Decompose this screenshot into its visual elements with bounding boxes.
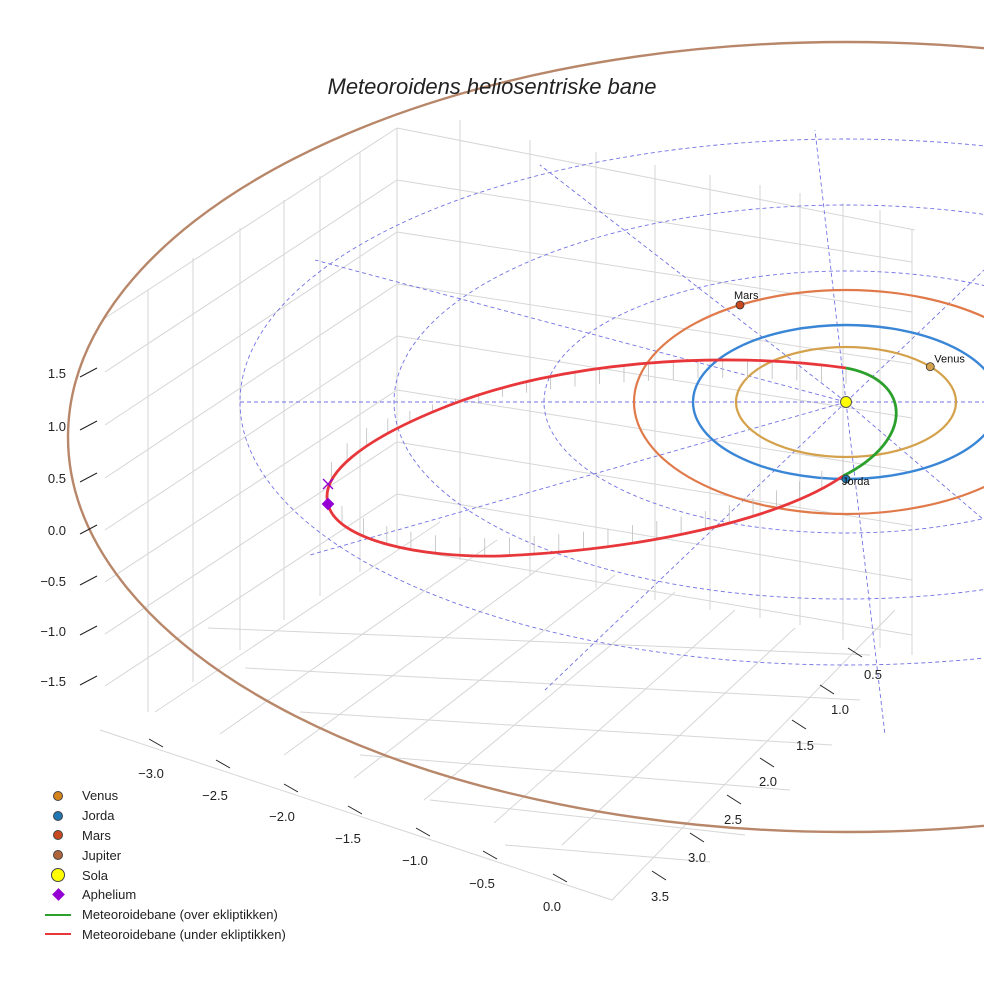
y-tick [726,794,742,805]
y-tick-label: 2.0 [759,774,777,789]
legend-item: Venus [40,786,286,806]
legend-item: Jorda [40,806,286,826]
z-tick-label: 1.0 [48,419,66,434]
z-tick-label: −1.0 [40,624,66,639]
jorda-marker [841,474,851,484]
meteoroid-orbit-above-ecliptic [842,366,898,478]
legend-item: Meteoroidebane (under ekliptikken) [40,925,286,945]
x-tick-label: 0.0 [543,899,561,914]
y-tick [651,870,667,881]
meteoroid-drop-lines [327,359,847,557]
venus-orbit [734,345,958,459]
aphelium-projection-x-2 [322,478,334,490]
aphelium-marker [321,497,335,511]
x-tick [283,783,299,793]
x-tick [215,759,231,769]
z-tick-label: 0.0 [48,523,66,538]
z-tick [79,472,98,483]
legend-label: Aphelium [82,887,137,903]
y-tick-label: 1.0 [831,702,849,717]
jorda-label: Jorda [842,476,870,488]
z-tick [79,367,98,378]
x-tick-label: −0.5 [469,876,495,891]
legend-item: Sola [40,865,286,885]
legend-symbol [40,810,76,821]
sun-marker [840,396,852,408]
legend-symbol [40,850,76,861]
legend-label: Venus [82,788,119,804]
legend-symbol [40,830,76,841]
legend-item: Jupiter [40,845,286,865]
mars-label: Mars [734,290,759,302]
y-tick-label: 3.0 [688,850,706,865]
y-tick [759,757,775,768]
meteoroid-orbit-below-ecliptic [325,358,847,558]
z-tick [79,675,98,686]
x-tick [482,850,498,860]
y-tick-label: 3.5 [651,889,669,904]
legend-label: Sola [82,867,109,883]
legend-label: Jorda [82,808,115,824]
z-tick [79,575,98,586]
legend-item: Aphelium [40,885,286,905]
venus-marker [925,362,935,372]
y-tick [847,647,863,658]
legend-symbol [40,913,76,916]
z-tick-label: 1.5 [48,366,66,381]
x-tick-label: −2.0 [269,809,295,824]
y-tick-label: 2.5 [724,812,742,827]
mars-orbit [632,288,984,516]
x-tick-label: −1.5 [335,831,361,846]
legend-symbol [40,933,76,936]
y-tick-label: 1.5 [796,738,814,753]
legend: Venus Jorda Mars Jupiter Sola Aphelium Meteoro… [40,786,286,944]
chart-title: Meteoroidens heliosentriske bane [327,74,657,99]
x-tick [552,873,568,883]
ecliptic-reference-grid [239,129,984,736]
z-tick [79,524,98,535]
x-tick [148,738,164,748]
legend-symbol [40,888,76,902]
x-tick-label: −1.0 [402,853,428,868]
legend-label: Jupiter [82,847,122,863]
z-tick [79,625,98,636]
z-tick-label: −0.5 [40,574,66,589]
venus-label: Venus [934,354,965,366]
y-tick [689,832,705,843]
legend-label: Meteoroidebane (under ekliptikken) [82,926,286,942]
z-tick-label: 0.5 [48,471,66,486]
x-tick-label: −2.5 [202,788,228,803]
x-tick [347,805,363,815]
y-tick-label: 0.5 [864,667,882,682]
legend-label: Mars [82,827,111,843]
jupiter-orbit [67,40,984,834]
legend-item: Mars [40,826,286,846]
meteoroid-orbit [325,358,898,558]
axes-grid [99,120,916,901]
legend-item: Meteoroidebane (over ekliptikken) [40,905,286,925]
legend-label: Meteoroidebane (over ekliptikken) [82,907,278,923]
x-tick [415,827,431,837]
z-tick [79,420,98,431]
x-tick-label: −3.0 [138,766,164,781]
z-tick-label: −1.5 [40,674,66,689]
legend-symbol [40,790,76,801]
legend-symbol [40,868,76,883]
mars-marker [735,300,745,310]
y-tick [819,684,835,695]
y-tick [791,719,807,730]
